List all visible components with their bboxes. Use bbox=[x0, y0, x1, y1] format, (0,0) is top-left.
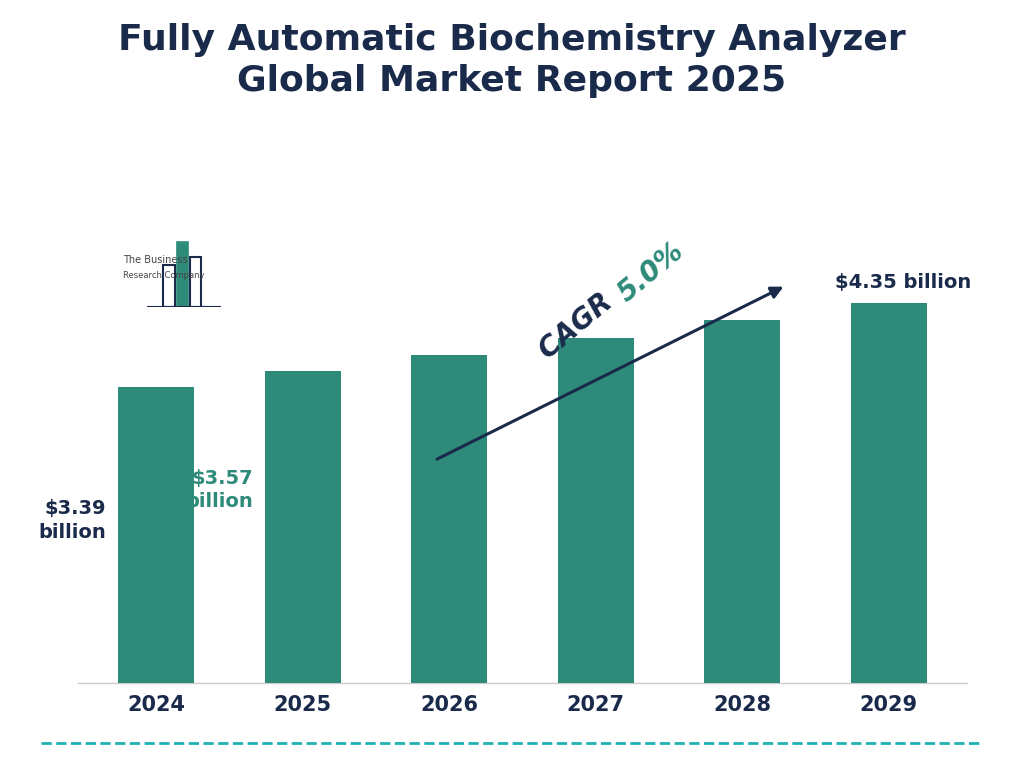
Text: The Business: The Business bbox=[123, 255, 187, 265]
Text: $3.39
billion: $3.39 billion bbox=[39, 499, 106, 541]
Bar bbox=[177, 242, 188, 307]
Text: $4.35 billion: $4.35 billion bbox=[836, 273, 972, 293]
Text: CAGR: CAGR bbox=[534, 281, 625, 364]
Bar bbox=[190, 257, 201, 307]
Text: Research Company: Research Company bbox=[123, 271, 205, 280]
Bar bbox=[164, 265, 174, 307]
Bar bbox=[851, 303, 927, 684]
Text: Fully Automatic Biochemistry Analyzer
Global Market Report 2025: Fully Automatic Biochemistry Analyzer Gl… bbox=[118, 23, 906, 98]
Text: $3.57
billion: $3.57 billion bbox=[185, 468, 253, 511]
Bar bbox=[557, 338, 634, 684]
Bar bbox=[411, 356, 487, 684]
Bar bbox=[118, 387, 195, 684]
Bar bbox=[705, 320, 780, 684]
Text: 5.0%: 5.0% bbox=[612, 237, 689, 308]
Bar bbox=[264, 371, 341, 684]
